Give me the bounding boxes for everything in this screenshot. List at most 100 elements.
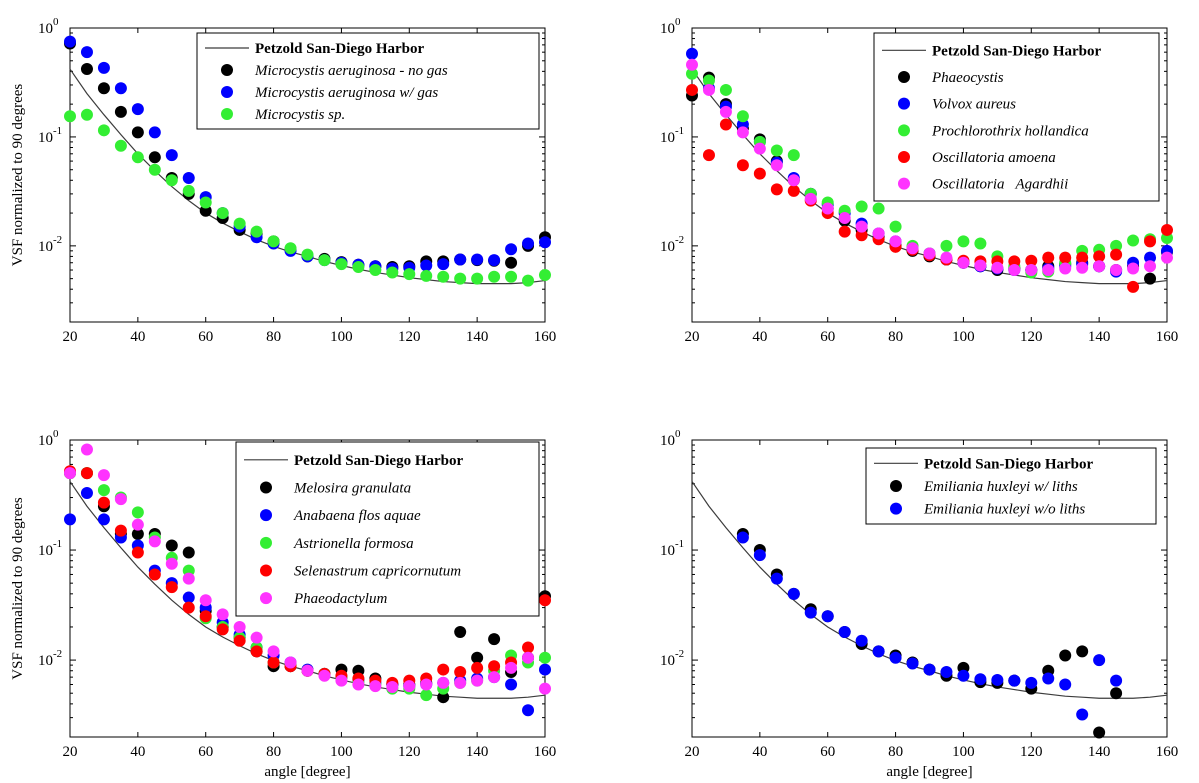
- data-point: [251, 632, 263, 644]
- data-point: [81, 487, 93, 499]
- data-point: [940, 666, 952, 678]
- x-tick-label: 160: [534, 744, 557, 760]
- data-point: [183, 602, 195, 614]
- data-point: [386, 681, 398, 693]
- data-point: [522, 652, 534, 664]
- data-point: [369, 680, 381, 692]
- data-point: [217, 608, 229, 620]
- data-point: [132, 506, 144, 518]
- data-point: [974, 238, 986, 250]
- data-point: [234, 218, 246, 230]
- data-point: [166, 581, 178, 593]
- data-point: [302, 249, 314, 261]
- data-point: [251, 226, 263, 238]
- data-point: [856, 200, 868, 212]
- x-tick-label: 60: [820, 329, 835, 345]
- data-point: [149, 164, 161, 176]
- data-point: [1042, 264, 1054, 276]
- data-point: [505, 257, 517, 269]
- data-point: [403, 680, 415, 692]
- data-point: [251, 645, 263, 657]
- data-point: [822, 203, 834, 215]
- data-point: [81, 443, 93, 455]
- legend-label: Microcystis sp.: [254, 107, 345, 123]
- x-axis-label: angle [degree]: [264, 764, 350, 780]
- data-point: [890, 652, 902, 664]
- data-point: [1008, 264, 1020, 276]
- data-point: [420, 678, 432, 690]
- data-point: [991, 674, 1003, 686]
- data-point: [1059, 252, 1071, 264]
- data-point: [539, 664, 551, 676]
- data-point: [505, 243, 517, 255]
- data-point: [132, 519, 144, 531]
- data-point: [166, 558, 178, 570]
- data-point: [873, 227, 885, 239]
- legend-label: Phaeodactylum: [293, 591, 387, 607]
- x-tick-label: 60: [198, 329, 213, 345]
- y-tick-label: 100: [660, 428, 681, 449]
- data-point: [754, 143, 766, 155]
- x-tick-label: 140: [1088, 744, 1111, 760]
- data-point: [115, 106, 127, 118]
- y-tick-label: 10-2: [38, 648, 62, 669]
- data-point: [132, 151, 144, 163]
- legend-marker: [221, 86, 233, 98]
- data-point: [856, 221, 868, 233]
- data-point: [1110, 687, 1122, 699]
- legend-label: Volvox aureus: [932, 97, 1016, 113]
- series-group: [737, 528, 1122, 738]
- data-point: [200, 594, 212, 606]
- data-point: [1076, 262, 1088, 274]
- data-point: [149, 568, 161, 580]
- data-point: [522, 642, 534, 654]
- legend-marker: [898, 71, 910, 83]
- data-point: [64, 467, 76, 479]
- data-point: [335, 675, 347, 687]
- x-tick-label: 120: [1020, 329, 1043, 345]
- series-group: [737, 532, 1122, 721]
- data-point: [957, 235, 969, 247]
- chart-panel-3: 20 40 60 80 100 120 140 160 100 10-1 10-2 VSF norma…: [10, 428, 556, 780]
- data-point: [318, 670, 330, 682]
- data-point: [1059, 262, 1071, 274]
- x-tick-label: 20: [685, 744, 700, 760]
- data-point: [64, 36, 76, 48]
- x-tick-label: 120: [398, 744, 421, 760]
- legend-marker: [898, 151, 910, 163]
- data-point: [115, 493, 127, 505]
- data-point: [1110, 249, 1122, 261]
- data-point: [98, 513, 110, 525]
- data-point: [754, 168, 766, 180]
- x-axis-label: angle [degree]: [886, 764, 972, 780]
- data-point: [166, 149, 178, 161]
- data-point: [1093, 260, 1105, 272]
- data-point: [1059, 678, 1071, 690]
- data-point: [522, 275, 534, 287]
- data-point: [957, 257, 969, 269]
- legend-label: Emiliania huxleyi w/ liths: [923, 479, 1078, 495]
- data-point: [1127, 281, 1139, 293]
- data-point: [1161, 224, 1173, 236]
- data-point: [873, 203, 885, 215]
- data-point: [217, 207, 229, 219]
- data-point: [285, 657, 297, 669]
- data-point: [1076, 709, 1088, 721]
- data-point: [454, 273, 466, 285]
- legend-marker: [260, 565, 272, 577]
- data-point: [940, 240, 952, 252]
- data-point: [686, 59, 698, 71]
- data-point: [890, 235, 902, 247]
- data-point: [386, 266, 398, 278]
- data-point: [1127, 262, 1139, 274]
- data-point: [437, 271, 449, 283]
- data-point: [81, 467, 93, 479]
- data-point: [505, 271, 517, 283]
- data-point: [924, 248, 936, 260]
- legend-label: Microcystis aeruginosa w/ gas: [254, 85, 438, 101]
- data-point: [302, 665, 314, 677]
- legend-label: Oscillatoria amoena: [932, 150, 1056, 166]
- data-point: [166, 174, 178, 186]
- x-tick-label: 40: [752, 744, 767, 760]
